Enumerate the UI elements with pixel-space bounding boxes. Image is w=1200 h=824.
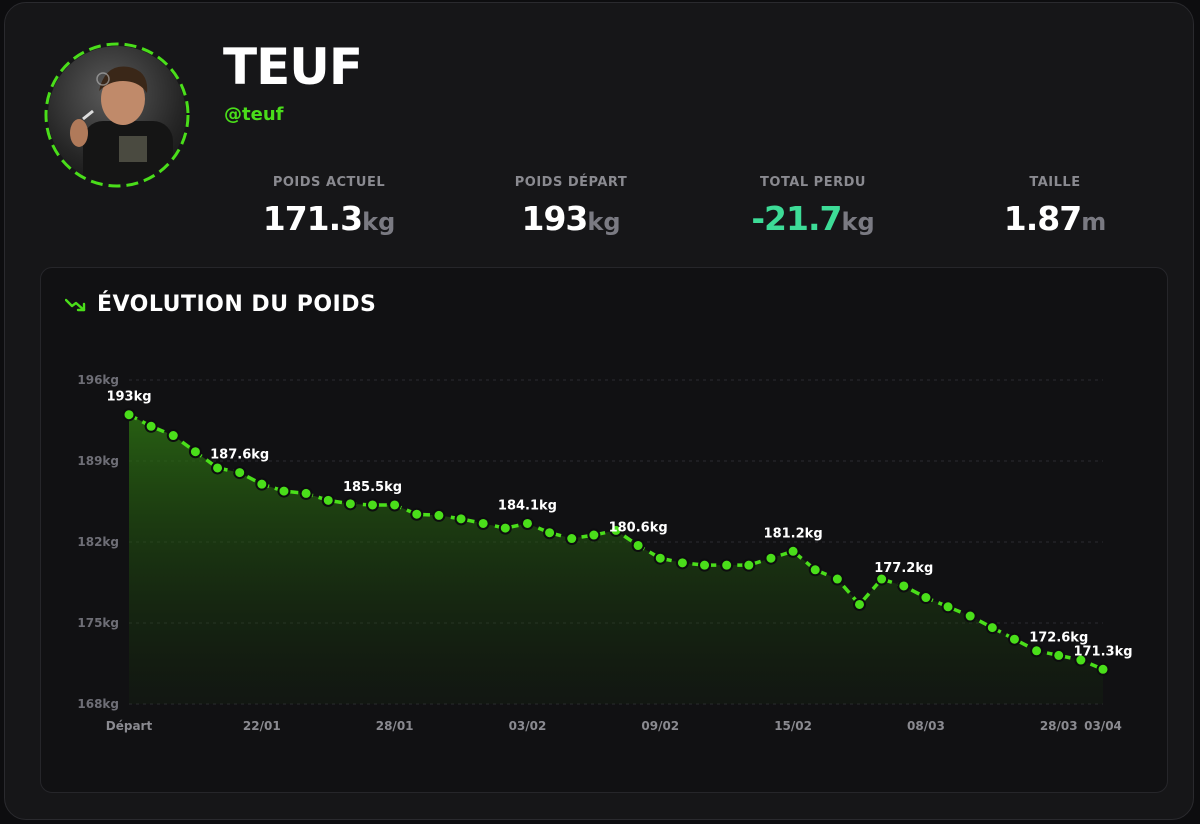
trend-down-icon xyxy=(65,298,86,311)
y-tick-label: 182kg xyxy=(77,535,119,549)
data-point xyxy=(742,558,756,572)
data-point xyxy=(897,579,911,593)
data-point xyxy=(233,466,247,480)
stat-number: 1.87 xyxy=(1003,199,1082,238)
data-point xyxy=(498,521,512,535)
stat-value: 193kg xyxy=(451,199,691,238)
data-point xyxy=(1007,632,1021,646)
data-label: 172.6kg xyxy=(1029,630,1088,645)
data-point xyxy=(321,493,335,507)
x-tick-label: 09/02 xyxy=(641,719,679,733)
weight-chart[interactable]: 196kg 189kg 182kg 175kg 168kg 193kg 187.6kg 185… xyxy=(41,268,1167,792)
x-tick-label: Départ xyxy=(106,719,153,733)
data-point xyxy=(720,558,734,572)
data-point xyxy=(587,528,601,542)
data-point xyxy=(830,572,844,586)
data-point xyxy=(698,558,712,572)
data-point xyxy=(919,591,933,605)
y-tick-label: 168kg xyxy=(77,697,119,711)
data-point xyxy=(211,461,225,475)
stat-label: POIDS DÉPART xyxy=(514,175,628,190)
x-tick-label: 15/02 xyxy=(774,719,812,733)
data-point xyxy=(1030,644,1044,658)
x-tick-label: 28/01 xyxy=(376,719,414,733)
stat-label: TAILLE xyxy=(1029,175,1081,190)
y-tick-label: 189kg xyxy=(77,454,119,468)
data-point xyxy=(277,484,291,498)
data-point xyxy=(520,516,534,530)
stat-unit: kg xyxy=(841,208,875,236)
y-tick-label: 196kg xyxy=(77,373,119,387)
stat-value: 1.87m xyxy=(935,199,1175,238)
data-point xyxy=(366,498,379,512)
profile-card: TEUF @teuf POIDS ACTUEL 171.3kg POIDS DÉ… xyxy=(4,2,1194,820)
chart-title: ÉVOLUTION DU POIDS xyxy=(97,292,377,317)
data-point xyxy=(432,508,446,522)
data-point xyxy=(1096,662,1110,676)
data-point xyxy=(565,532,579,546)
data-label: 185.5kg xyxy=(343,480,402,495)
data-point xyxy=(299,486,313,500)
stat-unit: m xyxy=(1081,208,1107,236)
data-label: 180.6kg xyxy=(609,520,668,535)
data-point xyxy=(786,544,800,558)
data-point xyxy=(410,507,424,521)
stat-value: -21.7kg xyxy=(693,199,933,238)
stat-number: 171.3 xyxy=(262,199,363,238)
x-tick-label: 03/04 xyxy=(1084,719,1122,733)
profile-name: TEUF xyxy=(223,38,363,96)
stat-number: -21.7 xyxy=(751,199,842,238)
data-point xyxy=(985,621,999,635)
data-label: 177.2kg xyxy=(874,561,933,576)
data-point xyxy=(631,538,645,552)
data-point xyxy=(1052,648,1066,662)
data-label: 187.6kg xyxy=(210,448,269,463)
stat-total-lost: TOTAL PERDU -21.7kg xyxy=(693,175,933,237)
data-point xyxy=(609,523,623,537)
data-point xyxy=(343,497,357,511)
x-tick-label: 28/03 xyxy=(1040,719,1078,733)
profile-handle[interactable]: @teuf xyxy=(224,104,284,125)
data-label: 171.3kg xyxy=(1073,644,1132,659)
data-point xyxy=(875,572,889,586)
stat-start-weight: POIDS DÉPART 193kg xyxy=(451,175,691,237)
data-point xyxy=(1074,653,1088,667)
data-point xyxy=(454,512,468,526)
stat-unit: kg xyxy=(362,208,396,236)
x-tick-label: 08/03 xyxy=(907,719,945,733)
chart-header: ÉVOLUTION DU POIDS xyxy=(65,292,376,317)
data-point xyxy=(653,551,667,565)
stat-label: TOTAL PERDU xyxy=(760,175,866,190)
data-point xyxy=(941,600,955,614)
stat-height: TAILLE 1.87m xyxy=(935,175,1175,237)
data-point xyxy=(963,609,977,623)
data-point xyxy=(122,408,136,422)
stat-current-weight: POIDS ACTUEL 171.3kg xyxy=(209,175,449,237)
stat-unit: kg xyxy=(587,208,621,236)
data-point xyxy=(808,563,822,577)
data-point xyxy=(543,526,557,540)
stat-value: 171.3kg xyxy=(209,199,449,238)
x-tick-label: 03/02 xyxy=(509,719,547,733)
data-point xyxy=(144,419,158,433)
x-tick-label: 22/01 xyxy=(243,719,281,733)
data-point xyxy=(388,498,402,512)
y-tick-label: 175kg xyxy=(77,616,119,630)
data-point xyxy=(675,556,689,570)
data-label: 193kg xyxy=(106,390,151,405)
stat-number: 193 xyxy=(521,199,588,238)
data-point xyxy=(853,597,866,611)
data-label: 181.2kg xyxy=(764,526,823,541)
data-point xyxy=(764,551,778,565)
stat-label: POIDS ACTUEL xyxy=(272,175,386,190)
user-avatar[interactable] xyxy=(43,41,191,189)
data-point xyxy=(476,516,490,530)
data-point xyxy=(166,429,180,443)
user-avatar-photo xyxy=(44,42,190,188)
data-point xyxy=(255,477,269,491)
area-fill xyxy=(129,414,1103,704)
data-point xyxy=(188,445,202,459)
data-label: 184.1kg xyxy=(498,498,557,513)
weight-chart-panel: 196kg 189kg 182kg 175kg 168kg 193kg 187.6kg 185… xyxy=(40,267,1168,793)
